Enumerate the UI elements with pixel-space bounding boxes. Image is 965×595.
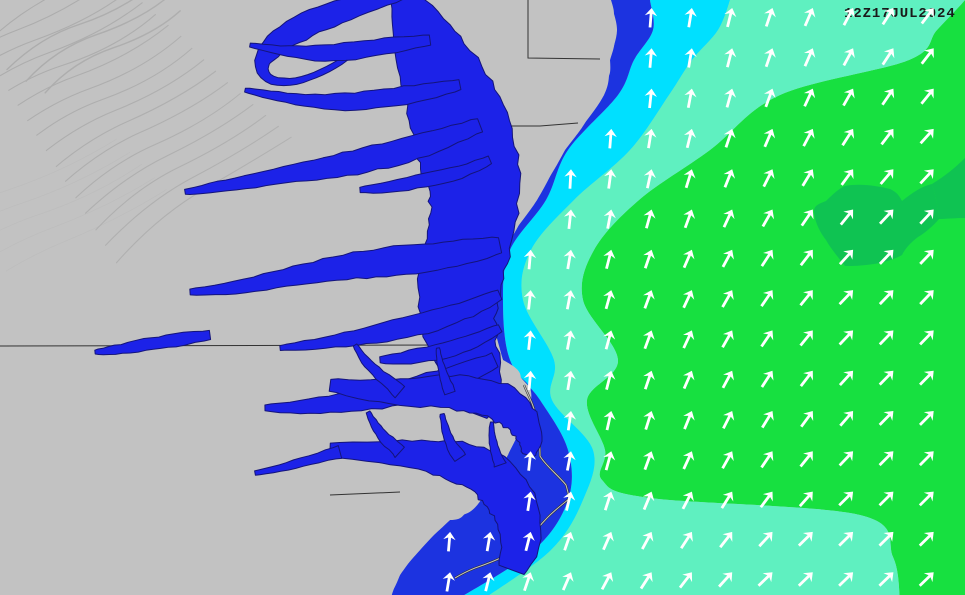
svg-text:12Z17JUL2024: 12Z17JUL2024	[844, 6, 956, 22]
